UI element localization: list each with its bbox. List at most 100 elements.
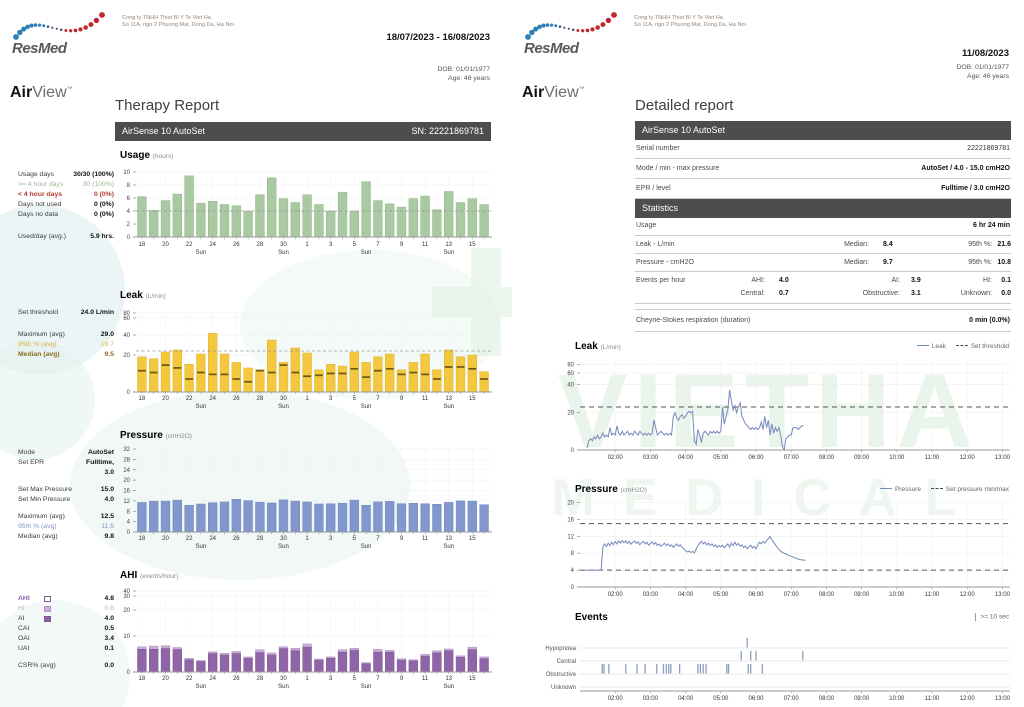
- bar: [267, 502, 277, 533]
- svg-text:02:00: 02:00: [608, 455, 624, 461]
- svg-text:5: 5: [353, 676, 357, 682]
- info-label: Serial number: [636, 145, 680, 152]
- svg-text:7: 7: [376, 396, 380, 402]
- svg-text:0: 0: [127, 670, 131, 676]
- stat-value: AutoSet: [87, 449, 114, 456]
- device-header-bar: AirSense 10 AutoSet SN: 22221869781: [115, 122, 491, 141]
- bar: [432, 503, 442, 533]
- hi-bar: [479, 656, 489, 659]
- stat-value: 30 (100%): [82, 181, 114, 188]
- leak-stats-block: Set threshold 24.0 L/min Maximum (avg) 29.0…: [18, 308, 114, 360]
- stat-value: 11.5: [101, 523, 114, 530]
- svg-text:06:00: 06:00: [748, 455, 764, 461]
- ai-bar: [455, 656, 466, 673]
- svg-text:10:00: 10:00: [889, 455, 905, 461]
- svg-text:26: 26: [233, 536, 240, 542]
- stat-pair-value: 0.0: [1001, 290, 1011, 297]
- usage-section-heading: Usage (hours): [120, 150, 174, 161]
- patient-dob: DOB: 01/01/1977: [956, 64, 1009, 71]
- stat-label: Median (avg): [18, 533, 58, 540]
- bar: [243, 500, 253, 533]
- stat-row: UAI 0.1: [18, 644, 114, 654]
- bar: [349, 351, 359, 393]
- stat-row: OAI 3.4: [18, 634, 114, 644]
- median-mark: [256, 369, 264, 372]
- svg-text:20: 20: [123, 478, 130, 484]
- svg-text:13:00: 13:00: [995, 592, 1011, 598]
- svg-text:4: 4: [127, 209, 131, 215]
- median-mark: [220, 373, 229, 376]
- bar: [455, 356, 466, 393]
- ahi-stats-block: AHI 4.8 HI 0.8 AI 4.0 CAI 0.5 OAI 3.4 UAI 0.1 CSR% (…: [18, 594, 114, 671]
- stat-row: Median (avg) 9.5: [18, 350, 114, 360]
- bar: [385, 501, 395, 533]
- svg-text:Sun: Sun: [361, 404, 372, 410]
- page-detailed-report: VIETHA MEDICAL ResMed Cong ty TNHH Thiet…: [512, 0, 1024, 707]
- svg-text:9: 9: [400, 396, 404, 402]
- median-mark: [232, 378, 241, 380]
- airview-logo: AirView™: [10, 84, 73, 101]
- svg-text:12:00: 12:00: [960, 455, 976, 461]
- stat-pair-label: Unknown:: [960, 290, 992, 297]
- svg-text:30: 30: [280, 242, 287, 248]
- svg-text:04:00: 04:00: [678, 696, 694, 702]
- svg-text:40: 40: [567, 382, 574, 388]
- hi-bar: [337, 649, 348, 653]
- resmed-logo-text: ResMed: [524, 40, 579, 57]
- bar: [160, 200, 171, 238]
- stat-value: 4.0: [104, 496, 114, 503]
- stat-value: 30/30 (100%): [73, 171, 114, 178]
- svg-text:40: 40: [123, 589, 130, 595]
- bar: [196, 202, 206, 238]
- ai-bar: [290, 650, 300, 673]
- svg-text:7: 7: [376, 676, 380, 682]
- bar: [243, 367, 253, 393]
- svg-text:18: 18: [139, 676, 146, 682]
- median-mark: [291, 371, 300, 374]
- stat-pair-value: 9.7: [883, 259, 893, 266]
- stat-value: 29.0: [100, 331, 114, 338]
- svg-text:10: 10: [123, 170, 130, 176]
- svg-text:09:00: 09:00: [854, 696, 870, 702]
- median-mark: [267, 371, 276, 374]
- svg-text:20: 20: [567, 501, 574, 507]
- svg-text:Sun: Sun: [278, 684, 289, 690]
- hi-bar: [149, 645, 159, 650]
- svg-text:24: 24: [209, 242, 216, 248]
- svg-text:3: 3: [329, 676, 333, 682]
- hi-bar: [267, 652, 277, 656]
- svg-text:28: 28: [257, 396, 264, 402]
- bar: [455, 202, 466, 238]
- svg-text:06:00: 06:00: [748, 592, 764, 598]
- bar: [396, 369, 407, 393]
- statistics-heading: Statistics: [642, 203, 679, 213]
- statistics-label: Pressure - cmH2O: [636, 259, 694, 266]
- stat-label: Set Max Pressure: [18, 486, 73, 493]
- stat-value: 9.8: [104, 533, 114, 540]
- bar: [408, 198, 418, 238]
- svg-text:03:00: 03:00: [643, 696, 659, 702]
- bar: [396, 503, 407, 533]
- stat-label: Days no data: [18, 211, 59, 218]
- hi-bar: [172, 647, 182, 650]
- bar: [326, 503, 336, 533]
- hi-bar: [432, 650, 442, 654]
- bar: [337, 191, 348, 238]
- info-row: Mode / min - max pressure AutoSet / 4.0 -…: [635, 159, 1011, 179]
- bar: [196, 503, 206, 533]
- airview-logo: AirView™: [522, 84, 585, 101]
- ai-bar: [467, 649, 477, 673]
- bar: [455, 500, 466, 533]
- svg-text:20: 20: [162, 396, 169, 402]
- bar: [408, 362, 418, 393]
- dash-swatch: [930, 487, 943, 489]
- ai-legend-swatch: [44, 615, 51, 622]
- svg-text:Sun: Sun: [196, 544, 207, 550]
- stat-row: Used/day (avg.) 5.9 hrs.: [18, 232, 114, 242]
- svg-text:11:00: 11:00: [925, 696, 940, 702]
- bar: [243, 210, 253, 238]
- svg-text:28: 28: [123, 457, 130, 463]
- median-mark: [362, 376, 370, 378]
- svg-text:02:00: 02:00: [608, 592, 624, 598]
